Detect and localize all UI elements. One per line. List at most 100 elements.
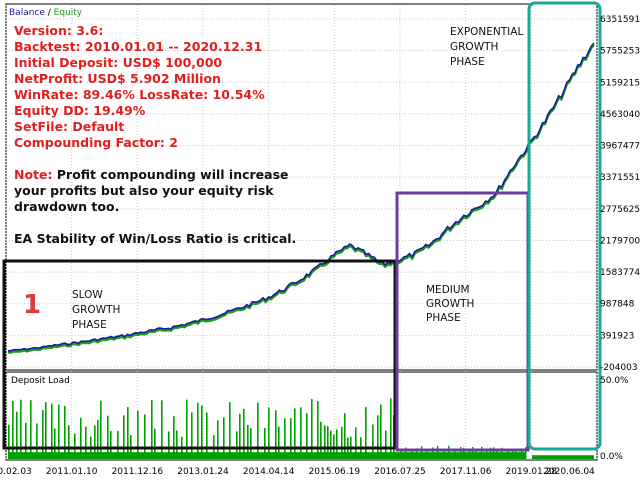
load-bar	[154, 428, 156, 459]
load-bar	[16, 411, 18, 459]
load-bar	[300, 407, 302, 459]
y-tick-label: 2179700	[600, 236, 640, 246]
load-bar	[336, 429, 338, 459]
x-tick-label: 2011.12.16	[112, 467, 164, 477]
y-tick-label: 5755253	[600, 47, 640, 57]
info-winrate: WinRate: 89.46% LossRate: 10.54%	[14, 87, 265, 102]
info-equity-dd: Equity DD: 19.49%	[14, 103, 146, 118]
exponential-phase-label: EXPONENTIAL GROWTH PHASE	[450, 26, 523, 68]
load-bar	[247, 425, 249, 459]
info-version: Version: 3.6:	[14, 23, 103, 38]
load-bar	[173, 416, 175, 459]
load-bar	[432, 447, 434, 459]
y-tick-label: 4563040	[600, 110, 640, 120]
load-bar	[411, 449, 413, 459]
load-bar	[365, 407, 367, 459]
load-bar	[521, 448, 523, 459]
load-bar	[64, 406, 66, 459]
load-bar	[206, 412, 208, 459]
x-tick-label: 2019.01.28	[506, 467, 558, 477]
load-bar	[36, 423, 38, 459]
load-bar	[42, 410, 44, 459]
y-tick-label: 1583774	[600, 268, 640, 278]
medium-phase-line-1: MEDIUM	[426, 284, 470, 296]
load-bar	[97, 419, 99, 459]
stability-text: EA Stability of Win/Loss Ratio is critic…	[14, 231, 296, 246]
info-setfile: SetFile: Default	[14, 119, 124, 134]
load-bar	[191, 412, 193, 459]
load-bar	[472, 446, 474, 459]
load-bar	[201, 405, 203, 459]
load-bar	[437, 445, 439, 459]
info-netprofit: NetProfit: USD$ 5.902 Million	[14, 71, 221, 86]
load-bar	[463, 447, 465, 459]
load-bar	[68, 425, 70, 459]
load-bar	[250, 428, 252, 459]
legend-balance: Balance	[9, 8, 45, 18]
load-bar	[486, 448, 488, 459]
load-y-tick-label: 50.0%	[600, 376, 629, 386]
load-bar	[110, 430, 112, 459]
load-bar	[243, 408, 245, 459]
load-bar	[421, 446, 423, 459]
load-bar	[311, 399, 313, 459]
load-bar	[481, 446, 483, 459]
load-bar	[515, 449, 517, 459]
x-tick-label: 2016.07.25	[374, 467, 426, 477]
load-bar	[475, 451, 477, 459]
y-tick-label: 5159215	[600, 78, 640, 88]
load-bar	[127, 407, 129, 459]
exponential-phase-line-2: GROWTH	[450, 41, 498, 53]
load-bar	[501, 447, 503, 459]
load-bar	[151, 400, 153, 459]
load-bar	[525, 447, 527, 459]
load-bar	[290, 418, 292, 459]
load-bar	[443, 451, 445, 459]
y-tick-label: 2775625	[600, 205, 640, 215]
load-bar	[137, 410, 139, 459]
load-bar	[324, 425, 326, 459]
load-bar	[344, 413, 346, 459]
slow-phase-label: SLOW GROWTH PHASE	[72, 289, 120, 331]
load-bar	[372, 424, 374, 459]
load-bar	[390, 398, 392, 459]
info-compounding: Compounding Factor: 2	[14, 135, 178, 150]
load-bar	[123, 415, 125, 459]
load-bar	[507, 450, 509, 459]
slow-phase-line-3: PHASE	[72, 319, 107, 331]
legend-equity: Equity	[54, 8, 83, 18]
load-bar	[85, 426, 87, 459]
load-bar	[94, 425, 96, 459]
load-bar	[264, 427, 266, 459]
note-label: Note:	[14, 167, 53, 182]
load-bar	[377, 415, 379, 459]
load-bar	[54, 428, 56, 459]
load-bar	[355, 427, 357, 459]
load-bar	[12, 400, 14, 459]
load-bar	[496, 450, 498, 459]
load-bar	[229, 402, 231, 459]
load-bar	[51, 403, 53, 459]
legend: Balance / Equity	[9, 8, 83, 18]
load-baseline-late	[532, 455, 594, 459]
medium-phase-line-3: PHASE	[426, 312, 461, 324]
load-bar	[385, 430, 387, 459]
slow-phase-line-1: SLOW	[72, 289, 103, 301]
y-tick-label: 987848	[600, 300, 635, 310]
load-bar	[512, 451, 514, 459]
load-bar	[284, 418, 286, 459]
load-bar	[144, 414, 146, 459]
load-bar	[20, 399, 22, 459]
load-bar	[161, 400, 163, 459]
load-bar	[58, 404, 60, 459]
load-bar	[405, 447, 407, 459]
load-bar	[278, 426, 280, 459]
medium-phase-label: MEDIUM GROWTH PHASE	[426, 284, 474, 324]
y-tick-label: 3371551	[600, 173, 640, 183]
note-block: Note: Profit compounding will increase y…	[14, 167, 296, 246]
load-bar	[100, 400, 102, 459]
x-tick-label: 2020.06.04	[543, 467, 595, 477]
x-tick-label: 2010.02.03	[0, 467, 32, 477]
load-bar	[469, 451, 471, 459]
